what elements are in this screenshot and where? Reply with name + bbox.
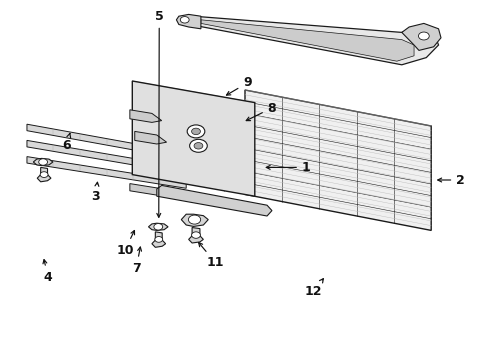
Ellipse shape [154,224,163,230]
Text: 4: 4 [43,260,52,284]
Ellipse shape [155,237,163,242]
Text: 11: 11 [198,243,224,269]
Polygon shape [27,124,186,159]
Polygon shape [181,214,208,226]
Text: 9: 9 [226,76,252,95]
Ellipse shape [40,172,48,177]
Polygon shape [402,23,441,50]
Circle shape [192,128,200,135]
Text: 3: 3 [91,182,100,203]
Text: 5: 5 [155,10,164,217]
Text: 8: 8 [246,102,276,121]
Polygon shape [135,131,167,144]
Circle shape [190,139,207,152]
Polygon shape [152,232,166,247]
Polygon shape [130,110,162,122]
Ellipse shape [180,17,189,23]
Polygon shape [245,90,431,230]
Text: 7: 7 [132,247,142,275]
Polygon shape [194,16,439,65]
Ellipse shape [192,232,200,238]
Text: 6: 6 [62,133,71,152]
Ellipse shape [188,215,201,224]
Circle shape [194,143,203,149]
Polygon shape [27,157,186,188]
Text: 1: 1 [266,161,311,174]
Ellipse shape [39,159,48,165]
Polygon shape [148,223,168,230]
Polygon shape [157,185,272,216]
Polygon shape [201,20,414,61]
Polygon shape [132,81,255,196]
Text: 10: 10 [116,230,135,257]
Polygon shape [176,14,201,29]
Text: 12: 12 [305,279,323,298]
Polygon shape [27,140,186,174]
Text: 2: 2 [438,174,465,186]
Polygon shape [130,184,186,200]
Circle shape [187,125,205,138]
Polygon shape [37,167,51,182]
Polygon shape [189,228,203,243]
Polygon shape [33,158,53,166]
Ellipse shape [418,32,429,40]
